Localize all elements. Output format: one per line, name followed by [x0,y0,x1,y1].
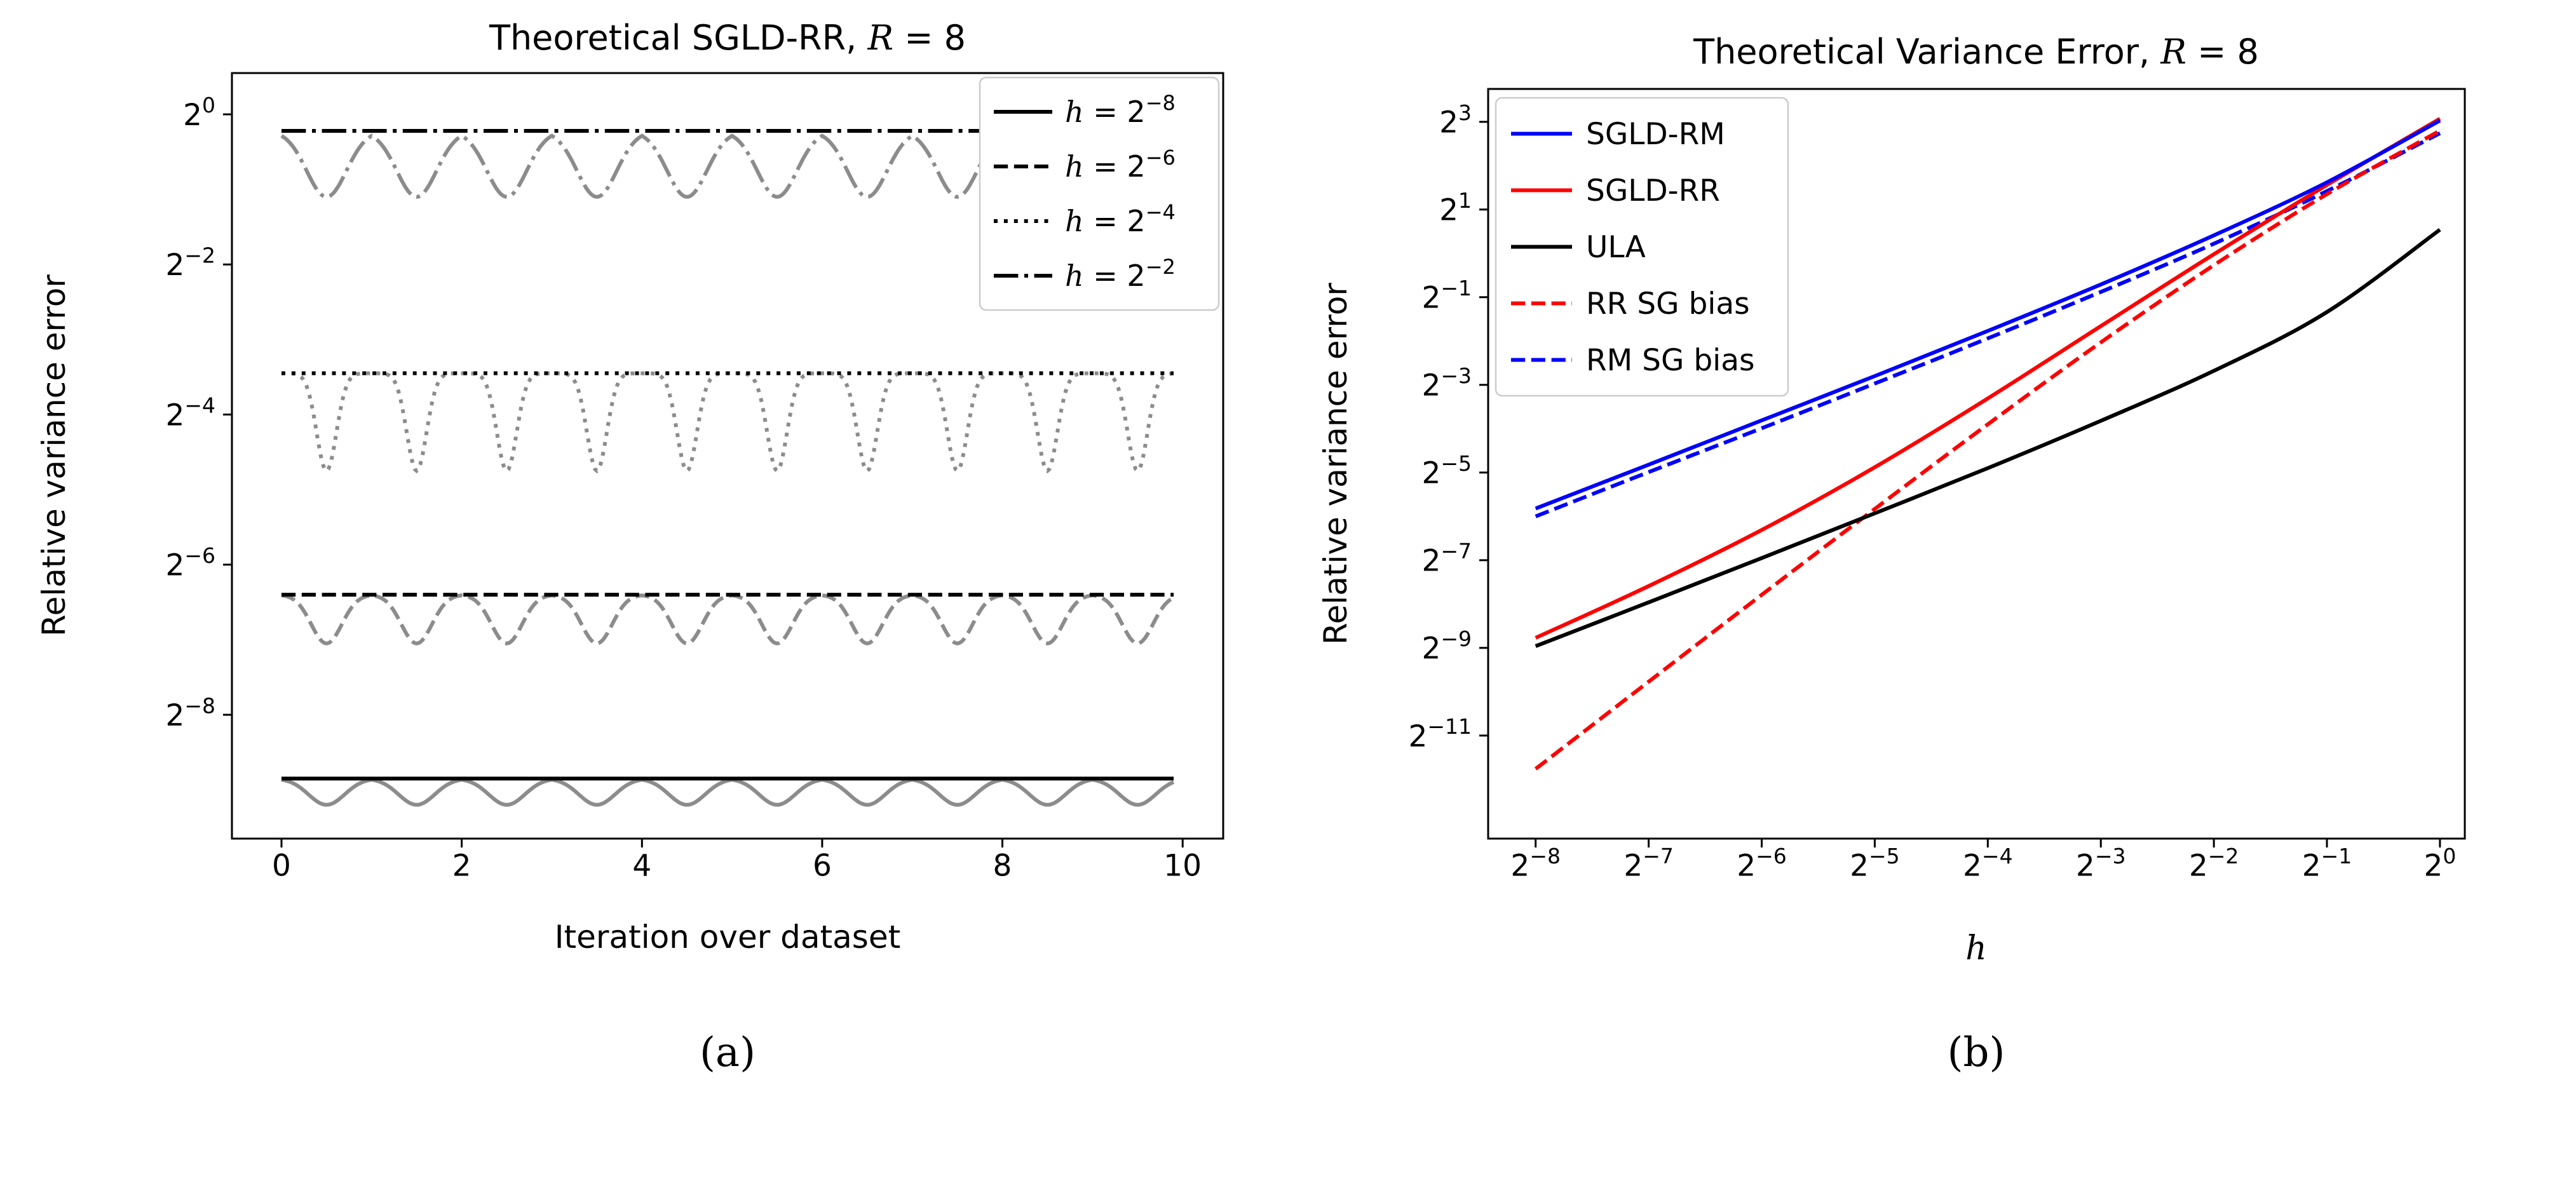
legend-label: h = 2−4 [1065,200,1176,238]
x-tick-label: 2−2 [2189,844,2239,884]
legend-label: ULA [1586,230,1646,265]
x-tick-label: 2−8 [1510,844,1561,884]
series-sgld-rr [1535,117,2441,640]
subfigure-caption: (b) [1948,1029,2005,1076]
y-tick-label: 21 [1439,188,1472,228]
x-tick-label: 4 [632,849,651,884]
x-tick-label: 2−4 [1963,844,2013,884]
legend-label: h = 2−2 [1065,255,1176,293]
y-tick-label: 2−4 [165,393,215,433]
legend-label: h = 2−6 [1065,145,1176,184]
series-sgld-rm [1535,119,2441,511]
subfigure-caption: (a) [700,1029,756,1076]
series-oscillation-h-2-8 [281,778,1175,807]
legend-label: RM SG bias [1586,343,1755,378]
series-rm-sg-bias [1535,132,2441,518]
y-tick-label: 23 [1439,100,1472,140]
x-tick-label: 2 [452,849,471,884]
legend-box [1495,97,1789,397]
series-oscillation-h-2-2 [280,133,1176,199]
legend: SGLD-RM SGLD-RR ULA RR SG bias RM SG bias [1495,97,1789,397]
x-tick-label: 2−6 [1737,844,1787,884]
y-tick-label: 2−3 [1421,363,1472,403]
y-axis-label: Relative variance error [1317,283,1354,645]
y-tick-label: 2−5 [1421,451,1472,491]
x-tick-label: 2−5 [1850,844,1900,884]
chart-a-wrap: 0 2 4 6 8 10 20 2−2 2−4 2−6 2−8 Theoretical SGLD-RR… [0,0,1288,1118]
chart-b-wrap: 2−8 2−7 2−6 2−5 2−4 2−3 2−2 2−1 20 23 21 2−1 2−3 2−5 2… [1288,0,2576,1118]
x-tick-label: 2−3 [2076,844,2126,884]
x-tick-label: 10 [1163,849,1202,884]
x-tick-label: 2−7 [1624,844,1674,884]
x-tick-label: 20 [2423,844,2456,884]
y-axis-label: Relative variance error [36,274,72,637]
legend-label: h = 2−8 [1065,91,1176,129]
y-tick-label: 2−8 [165,693,215,733]
chart-title: Theoretical Variance Error, R = 8 [1693,32,2259,72]
y-tick-label: 20 [183,93,215,133]
x-axis-label: Iteration over dataset [555,919,900,955]
series-oscillation-h-2-6 [281,593,1175,645]
x-axis-label: h [1965,929,1987,968]
series-ula [1535,228,2441,648]
legend-box [979,76,1220,311]
x-tick-label: 6 [813,849,832,884]
x-tick-label: 8 [993,849,1012,884]
y-tick-label: 2−11 [1408,714,1472,754]
axes-frame [231,72,1224,840]
x-tick-label: 0 [272,849,291,884]
chart-title: Theoretical SGLD-RR, R = 8 [489,18,966,58]
legend-label: SGLD-RR [1586,173,1720,208]
y-tick-label: 2−1 [1421,276,1472,316]
axes-frame [1487,88,2466,840]
y-tick-label: 2−7 [1421,539,1472,579]
series-rr-sg-bias [1534,128,2441,771]
x-tick-label: 2−1 [2302,844,2352,884]
y-tick-label: 2−9 [1421,626,1472,666]
legend-label: RR SG bias [1586,287,1750,321]
legend-label: SGLD-RM [1586,117,1725,152]
y-tick-label: 2−2 [165,243,215,283]
plot-area-b [1534,117,2441,771]
series-oscillation-h-2-4 [281,371,1174,474]
y-tick-label: 2−6 [165,543,215,583]
chart-a: 0 2 4 6 8 10 20 2−2 2−4 2−6 2−8 Theoretical SGLD-RR… [36,18,1224,1076]
legend: h = 2−8 h = 2−6 h = 2−4 h = 2−2 [979,76,1220,311]
chart-b: 2−8 2−7 2−6 2−5 2−4 2−3 2−2 2−1 20 23 21 2−1 2−3 2−5 2… [1317,32,2466,1076]
